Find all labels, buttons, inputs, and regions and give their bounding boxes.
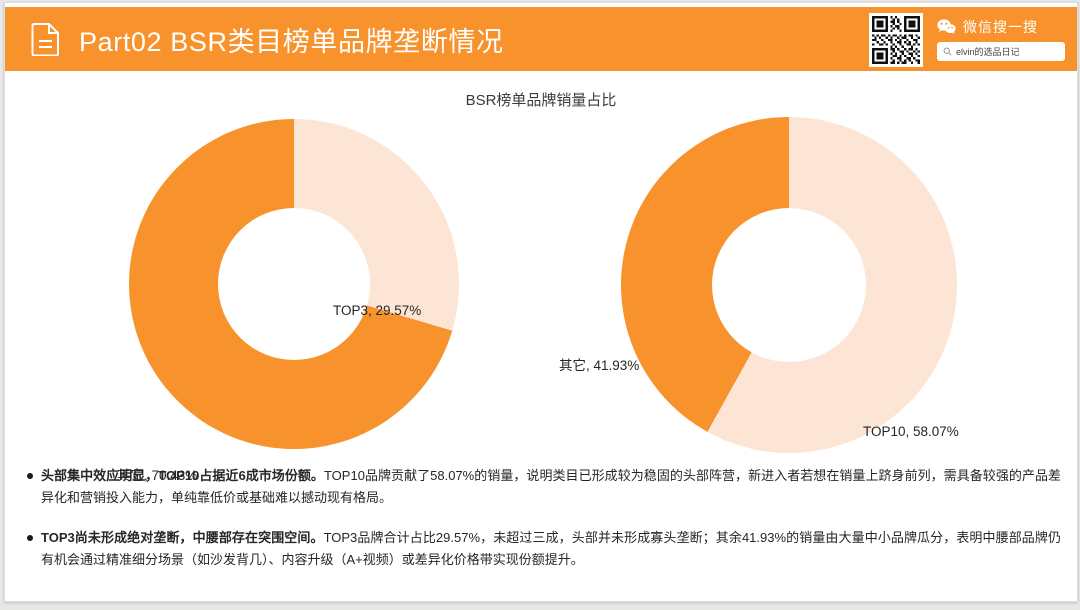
- note-highlight: 头部集中效应明显，TOP10占据近6成市场份额。: [41, 468, 324, 483]
- slice-label-other-right: 其它, 41.93%: [559, 358, 640, 373]
- slide-page: Part02 BSR类目榜单品牌垄断情况: [4, 2, 1078, 602]
- note-detail: TOP3品牌合计占比29.57%，未超过三成，头部并未形成寡头垄断；其余41.9…: [41, 530, 1061, 567]
- wechat-search-label: 微信搜一搜: [963, 19, 1038, 35]
- wechat-promo: 微信搜一搜 elvin的选品日记: [869, 13, 1065, 67]
- note-text: TOP3尚未形成绝对垄断，中腰部存在突围空间。TOP3品牌合计占比29.57%，…: [41, 527, 1061, 571]
- donut-chart-top10: 其它, 41.93% TOP10, 58.07%: [541, 111, 1077, 461]
- slice-label-other-left: 其它, 70.43%: [117, 468, 198, 483]
- slide-header: Part02 BSR类目榜单品牌垄断情况: [5, 7, 1077, 71]
- slice-label-top10: TOP10, 58.07%: [863, 424, 959, 439]
- wechat-search-brand: 微信搜一搜: [937, 17, 1065, 37]
- wechat-logo-icon: [937, 19, 956, 35]
- donut-hole-right: [712, 208, 866, 362]
- bullet-dot-icon: [27, 535, 33, 541]
- donut-ring-right: [621, 117, 957, 453]
- search-icon: [943, 47, 952, 56]
- page-title: Part02 BSR类目榜单品牌垄断情况: [79, 26, 504, 57]
- chart-title: BSR榜单品牌销量占比: [465, 92, 617, 109]
- document-icon: [31, 22, 61, 57]
- donut-ring-left: [129, 119, 459, 449]
- note-highlight: TOP3尚未形成绝对垄断，中腰部存在突围空间。: [41, 530, 324, 545]
- promo-right-column: 微信搜一搜 elvin的选品日记: [937, 13, 1065, 61]
- list-item: 头部集中效应明显，TOP10占据近6成市场份额。TOP10品牌贡献了58.07%…: [23, 465, 1061, 509]
- search-input[interactable]: elvin的选品日记: [937, 42, 1065, 61]
- donut-chart-top3: TOP3, 29.57% 其它, 70.43%: [5, 111, 541, 483]
- charts-container: TOP3, 29.57% 其它, 70.43% 其它, 41.93% TOP10…: [5, 111, 1077, 483]
- search-input-value: elvin的选品日记: [956, 47, 1020, 57]
- list-item: TOP3尚未形成绝对垄断，中腰部存在突围空间。TOP3品牌合计占比29.57%，…: [23, 527, 1061, 571]
- note-text: 头部集中效应明显，TOP10占据近6成市场份额。TOP10品牌贡献了58.07%…: [41, 465, 1061, 509]
- insight-notes: 头部集中效应明显，TOP10占据近6成市场份额。TOP10品牌贡献了58.07%…: [5, 465, 1077, 589]
- donut-hole-left: [218, 208, 370, 360]
- slice-label-top3: TOP3, 29.57%: [333, 303, 422, 318]
- wechat-qr-code[interactable]: [869, 13, 923, 67]
- bullet-dot-icon: [27, 473, 33, 479]
- note-detail: TOP10品牌贡献了58.07%的销量，说明类目已形成较为稳固的头部阵营，新进入…: [41, 468, 1061, 505]
